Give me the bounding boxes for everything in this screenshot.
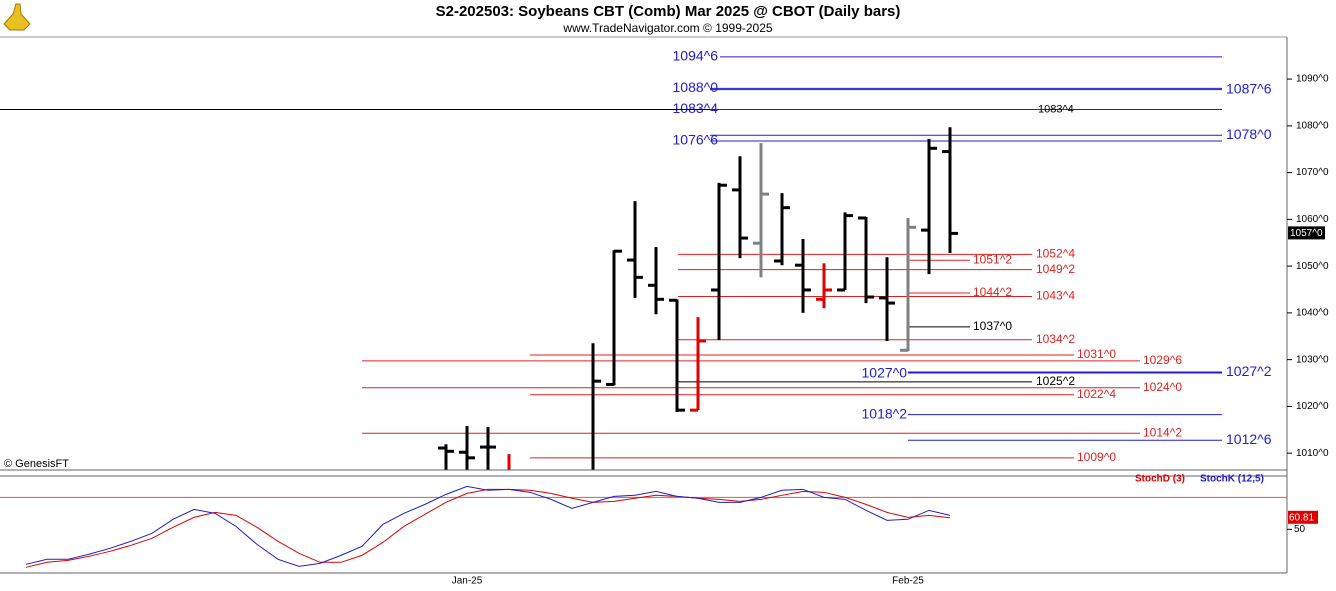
logo-shape: [3, 3, 31, 31]
level-label: 1009^0: [1077, 450, 1116, 464]
y-tick-label: 1060^0: [1296, 214, 1329, 225]
level-label: 1027^0: [862, 364, 908, 380]
level-label: 1088^0: [673, 79, 719, 95]
y-tick-label: 1070^0: [1296, 167, 1329, 178]
chart-title: S2-202503: Soybeans CBT (Comb) Mar 2025 …: [436, 3, 901, 20]
level-label: 1052^4: [1036, 247, 1075, 261]
y-tick-label: 1030^0: [1296, 354, 1329, 365]
plot: 1094^6 1088^0 1087^6 1083^4 1083^4 1078^0 1076…: [0, 48, 1329, 587]
y-tick-label: 1040^0: [1296, 308, 1329, 319]
stoch-line: [25, 485, 951, 567]
level-label: 1029^6: [1143, 353, 1182, 367]
level-label: 1083^4: [1038, 103, 1074, 115]
level-label: 1049^2: [1036, 262, 1075, 276]
level-label: 1078^0: [1226, 126, 1272, 142]
level-label: 1051^2: [973, 252, 1012, 266]
level-label: 1022^4: [1077, 387, 1116, 401]
logo: [3, 3, 31, 31]
y-tick-label: 1080^0: [1296, 120, 1329, 131]
level-label: 1034^2: [1036, 332, 1075, 346]
y-tick-label: 1020^0: [1296, 401, 1329, 412]
level-label: 1076^6: [673, 132, 719, 148]
level-label: 1014^2: [1143, 425, 1182, 439]
legend-label: StochD (3): [1135, 474, 1185, 485]
x-tick-label: Jan-25: [452, 576, 483, 587]
chart-subtitle: www.TradeNavigator.com © 1999-2025: [562, 21, 772, 35]
y-tick-label: 50: [1294, 524, 1306, 535]
price-panel: 1094^6 1088^0 1087^6 1083^4 1083^4 1078^0 1076…: [0, 48, 1272, 470]
y-tick-label: 1090^0: [1296, 74, 1329, 85]
last-price-label: 1057^0: [1290, 228, 1323, 239]
level-label: 1043^4: [1036, 289, 1075, 303]
x-tick-label: Feb-25: [892, 576, 924, 587]
last-value-box: [1288, 510, 1318, 524]
level-label: 1027^2: [1226, 363, 1272, 379]
last-price-box: [1288, 226, 1325, 240]
level-label: 1044^2: [973, 285, 1012, 299]
copyright: © GenesisFT: [4, 458, 69, 470]
level-label: 1024^0: [1143, 380, 1182, 394]
legend-label: StochK (12,5): [1200, 474, 1264, 485]
y-tick-label: 1010^0: [1296, 448, 1329, 459]
level-label: 1083^4: [673, 100, 719, 116]
y-tick-label: 1050^0: [1296, 261, 1329, 272]
level-label: 1031^0: [1077, 347, 1116, 361]
last-value-label: 60.81: [1289, 512, 1314, 523]
level-label: 1012^6: [1226, 431, 1272, 447]
level-label: 1087^6: [1226, 80, 1272, 96]
level-label: 1018^2: [862, 405, 908, 421]
level-label: 1025^2: [1036, 374, 1075, 388]
level-label: 1037^0: [973, 319, 1012, 333]
level-label: 1094^6: [673, 48, 719, 64]
stoch-line: [25, 488, 951, 568]
